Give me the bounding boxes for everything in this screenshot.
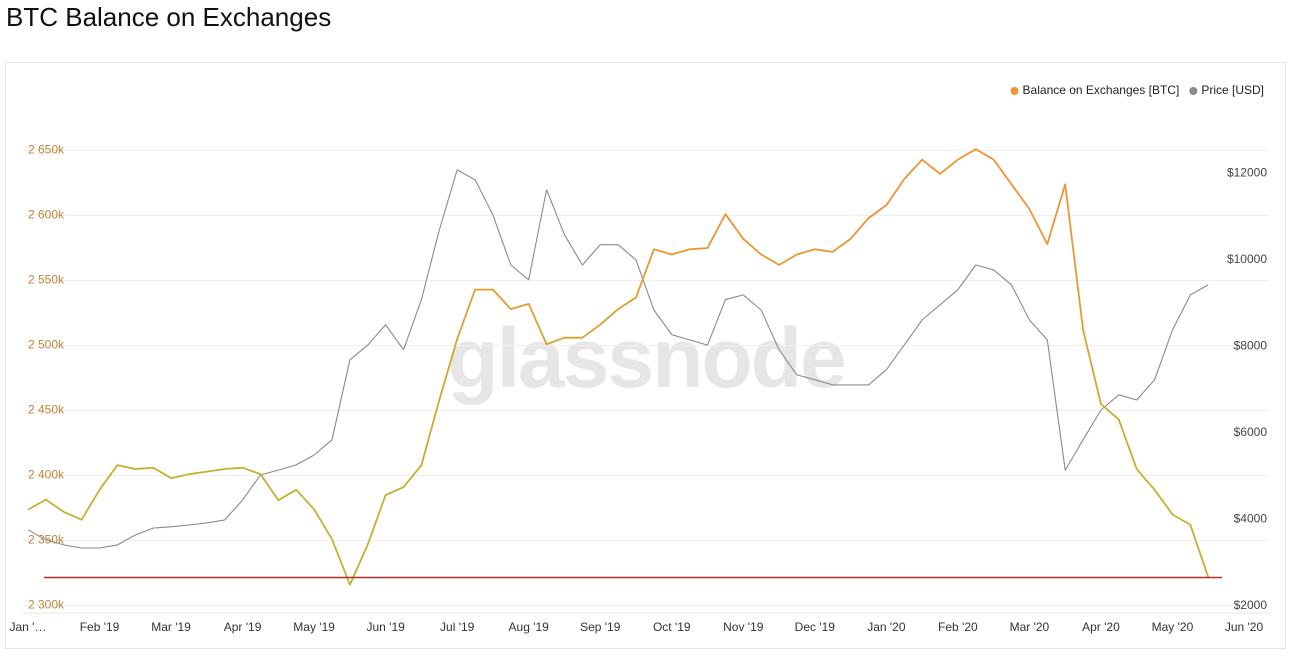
- series-line: [27, 148, 1210, 586]
- x-tick-label: Nov '19: [723, 620, 764, 634]
- x-tick-label: Mar '19: [151, 620, 191, 634]
- y2-tick-label: $8000: [1234, 339, 1268, 353]
- x-tick-label: Feb '19: [80, 620, 120, 634]
- x-tick-label: May '20: [1152, 620, 1194, 634]
- y2-tick-label: $4000: [1234, 512, 1268, 526]
- x-tick-label: Apr '19: [224, 620, 262, 634]
- x-tick-label: Jan '20: [867, 620, 906, 634]
- y2-tick-label: $6000: [1234, 425, 1268, 439]
- y-tick-label: 2 450k: [28, 403, 65, 417]
- y2-tick-label: $12000: [1227, 166, 1267, 180]
- x-tick-label: Sep '19: [580, 620, 621, 634]
- x-tick-label: Apr '20: [1082, 620, 1120, 634]
- legend-marker: [1189, 87, 1198, 95]
- y2-tick-label: $2000: [1234, 598, 1268, 612]
- legend-label: Price [USD]: [1201, 83, 1264, 97]
- x-tick-label: Aug '19: [509, 620, 550, 634]
- x-tick-label: Jul '19: [440, 620, 475, 634]
- x-tick-label: Jun '20: [1225, 620, 1264, 634]
- legend-label: Balance on Exchanges [BTC]: [1023, 83, 1180, 97]
- y2-tick-label: $10000: [1227, 252, 1267, 266]
- y-tick-label: 2 400k: [28, 468, 65, 482]
- x-tick-label: Oct '19: [653, 620, 691, 634]
- y-tick-label: 2 600k: [28, 208, 65, 222]
- watermark: glassnode: [447, 311, 844, 405]
- x-tick-label: Jan '…: [10, 620, 47, 634]
- y-tick-label: 2 550k: [28, 273, 65, 287]
- y-tick-label: 2 500k: [28, 338, 65, 352]
- x-tick-label: May '19: [293, 620, 335, 634]
- x-tick-label: Dec '19: [795, 620, 836, 634]
- legend-marker: [1010, 87, 1019, 95]
- chart-frame: [5, 62, 1286, 649]
- x-tick-label: Mar '20: [1010, 620, 1050, 634]
- chart-title: BTC Balance on Exchanges: [6, 2, 332, 32]
- x-tick-label: Feb '20: [938, 620, 978, 634]
- series-line: [27, 169, 1209, 549]
- y-tick-label: 2 300k: [28, 598, 65, 612]
- y-tick-label: 2 650k: [28, 143, 65, 157]
- x-tick-label: Jun '19: [366, 620, 405, 634]
